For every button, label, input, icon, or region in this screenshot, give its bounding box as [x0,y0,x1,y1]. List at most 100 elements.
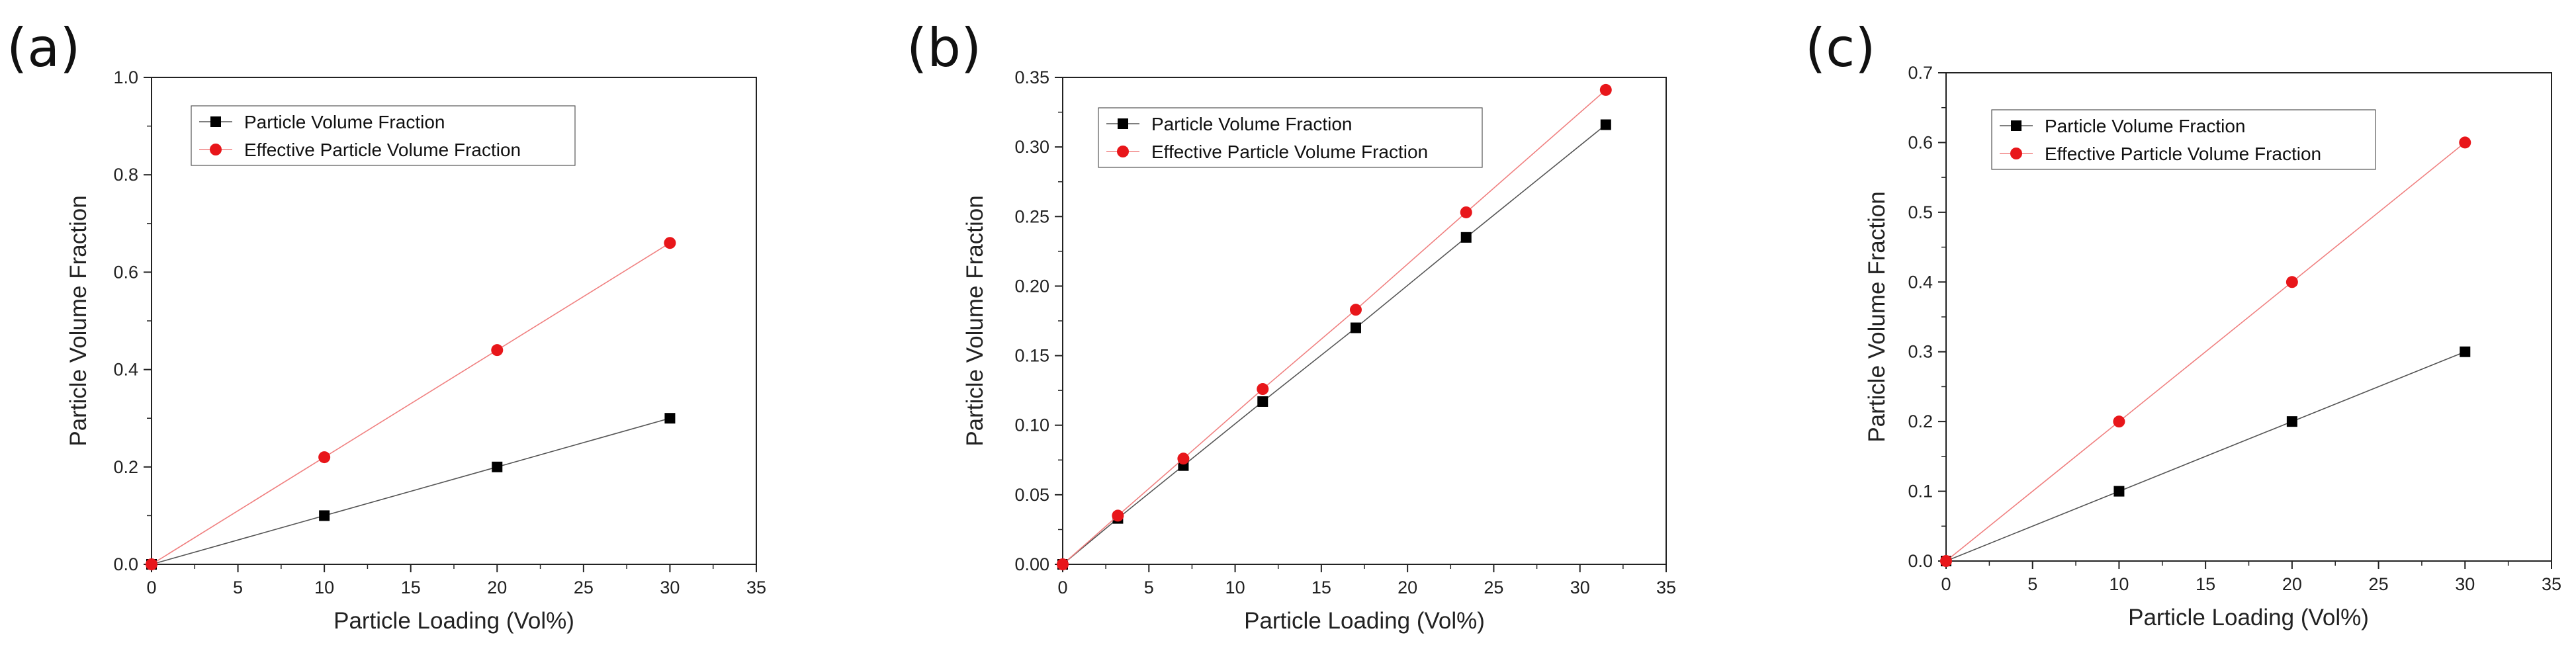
y-tick-label: 0.8 [113,165,138,185]
legend-marker-square [2011,120,2021,131]
panel-label: (c) [1805,17,1875,79]
x-tick-label: 30 [2455,574,2475,594]
x-tick-label: 20 [1398,578,1417,597]
data-point-circle [1599,83,1612,96]
x-tick-label: 10 [1225,578,1245,597]
x-tick-label: 25 [2369,574,2389,594]
data-point-square [664,413,676,424]
x-tick-label: 15 [2196,574,2215,594]
data-point-square [2460,346,2471,357]
data-point-circle [1177,453,1190,465]
series-line-1 [1945,351,2465,562]
x-tick-label: 15 [1311,578,1331,597]
x-tick-label: 20 [2282,574,2302,594]
legend-box [1098,107,1483,168]
x-tick-label: 35 [746,578,766,597]
y-tick-label: 0.15 [1014,346,1049,366]
y-tick-label: 0.30 [1014,137,1049,157]
x-axis-title: Particle Loading (Vol%) [2128,605,2369,630]
y-axis-title: Particle Volume Fraction [962,195,988,446]
legend-label: Particle Volume Fraction [1151,114,1352,134]
data-point-square [1600,119,1611,130]
y-tick-label: 0.00 [1014,554,1049,574]
chart-panel-3: (c) 0 5 10 15 20 25 30 35 0.0 0.1 0.2 0.3 0.4 0.5 0.6 0.… [1805,17,2561,630]
series-line-2 [1945,142,2465,562]
legend-marker-square [1118,118,1128,129]
y-tick-label: 0.20 [1014,276,1049,296]
legend: Particle Volume Fraction Effective Partic… [1991,109,2376,170]
legend-label: Particle Volume Fraction [2045,116,2245,136]
panel-label: (b) [907,17,981,79]
y-tick-label: 0.2 [113,457,138,477]
data-point-square [492,461,503,472]
y-tick-label: 0.4 [1908,272,1933,292]
data-point-circle [664,237,676,249]
y-tick-label: 0.3 [1908,342,1933,362]
y-tick-label: 0.6 [113,262,138,282]
data-point-square [2113,486,2125,497]
x-tick-label: 20 [487,578,507,597]
data-point-circle [2286,276,2298,288]
data-point-circle [2459,136,2471,149]
series-line-1 [1062,124,1607,565]
y-tick-label: 0.0 [113,554,138,574]
legend: Particle Volume Fraction Effective Partic… [1098,107,1483,168]
y-tick-label: 0.7 [1908,63,1933,83]
data-point-circle [318,451,331,464]
data-point-circle [1460,206,1472,218]
series-line-1 [151,417,670,565]
legend-label: Effective Particle Volume Fraction [2045,144,2321,164]
x-tick-label: 0 [1057,578,1067,597]
x-tick-label: 35 [2542,574,2561,594]
data-point-circle [491,344,504,357]
legend-marker-circle [1117,146,1129,157]
x-axis-title: Particle Loading (Vol%) [333,608,574,634]
legend-label: Particle Volume Fraction [244,112,445,132]
legend-marker-circle [2010,148,2022,159]
x-axis-title: Particle Loading (Vol%) [1244,608,1485,634]
data-point-square [1257,396,1268,407]
y-axis-title: Particle Volume Fraction [1864,191,1890,442]
y-axis-title: Particle Volume Fraction [66,195,91,446]
legend-marker-square [210,116,221,127]
chart-panel-1: (a) 0 5 10 15 20 25 30 35 0.0 0.2 0.4 0.6 0.8 1.0 Parti… [7,17,766,634]
x-tick-label: 5 [2027,574,2037,594]
data-point-square [1350,322,1361,333]
data-point-circle [2113,415,2125,428]
legend-label: Effective Particle Volume Fraction [244,140,521,160]
y-tick-label: 0.05 [1014,485,1049,505]
x-tick-label: 5 [1144,578,1154,597]
x-tick-label: 35 [1656,578,1676,597]
legend-label: Effective Particle Volume Fraction [1151,142,1428,162]
data-point-circle [1349,304,1362,316]
data-point-circle [1940,555,1952,567]
x-tick-label: 30 [1570,578,1590,597]
y-tick-label: 0.35 [1014,67,1049,87]
x-tick-label: 10 [314,578,334,597]
legend-box [1991,109,2376,170]
data-point-circle [146,558,157,570]
series-line-2 [151,242,670,565]
y-tick-label: 0.4 [113,360,138,380]
data-point-square [1460,232,1472,243]
y-tick-label: 0.1 [1908,482,1933,501]
data-point-circle [1112,509,1124,522]
y-tick-label: 0.6 [1908,132,1933,152]
panel-label: (a) [7,17,80,79]
chart-panel-2: (b) 0 5 10 15 20 25 30 35 0.00 0.05 0.10 0.15 0.20 0.2… [907,17,1676,634]
data-point-square [319,510,330,521]
x-tick-label: 0 [1941,574,1951,594]
x-tick-label: 0 [146,578,156,597]
y-tick-label: 0.2 [1908,412,1933,431]
x-tick-label: 15 [401,578,421,597]
legend-marker-circle [210,144,222,155]
data-point-circle [1257,383,1269,396]
x-tick-label: 30 [660,578,680,597]
x-tick-label: 5 [233,578,243,597]
x-tick-label: 25 [574,578,594,597]
y-tick-label: 1.0 [113,67,138,87]
y-tick-label: 0.25 [1014,206,1049,226]
legend: Particle Volume Fraction Effective Partic… [191,105,576,166]
data-point-circle [1057,558,1069,570]
